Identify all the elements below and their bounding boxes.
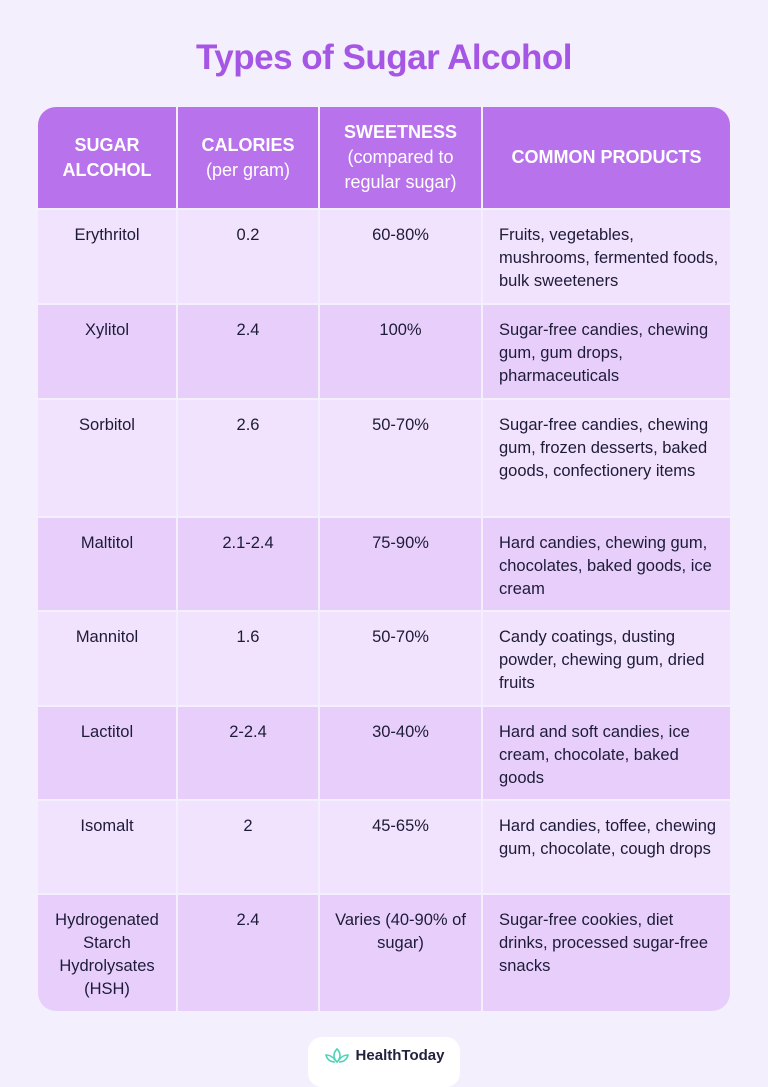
cell-calories: 2-2.4 (178, 707, 320, 799)
table-row: Sorbitol 2.6 50-70% Sugar-free candies, che… (38, 398, 730, 516)
cell-calories: 2.6 (178, 400, 320, 516)
cell-sweetness: 50-70% (320, 400, 483, 516)
cell-calories: 1.6 (178, 612, 320, 705)
cell-calories: 2.4 (178, 305, 320, 398)
cell-sweetness: Varies (40-90% of sugar) (320, 895, 483, 1011)
cell-calories: 2 (178, 801, 320, 893)
cell-calories: 0.2 (178, 210, 320, 303)
brand-name: HealthToday (355, 1047, 445, 1064)
page-title: Types of Sugar Alcohol (196, 38, 572, 77)
header-common-products: COMMON PRODUCTS (483, 107, 730, 208)
header-sweetness: SWEETNESS (compared to regular sugar) (320, 107, 483, 208)
cell-sugar-alcohol: Lactitol (38, 707, 178, 799)
cell-sweetness: 60-80% (320, 210, 483, 303)
cell-sugar-alcohol: Sorbitol (38, 400, 178, 516)
header-calories: CALORIES (per gram) (178, 107, 320, 208)
cell-sugar-alcohol: Isomalt (38, 801, 178, 893)
cell-sugar-alcohol: Hydrogenated Starch Hydrolysates (HSH) (38, 895, 178, 1011)
table-row: Isomalt 2 45-65% Hard candies, toffee, chew… (38, 799, 730, 893)
cell-sweetness: 100% (320, 305, 483, 398)
cell-common-products: Hard candies, toffee, chewing gum, choco… (483, 801, 730, 893)
cell-sweetness: 30-40% (320, 707, 483, 799)
cell-sugar-alcohol: Maltitol (38, 518, 178, 610)
cell-calories: 2.4 (178, 895, 320, 1011)
table-row: Hydrogenated Starch Hydrolysates (HSH) 2.… (38, 893, 730, 1011)
cell-common-products: Fruits, vegetables, mushrooms, fermented… (483, 210, 730, 303)
table-row: Maltitol 2.1-2.4 75-90% Hard candies, chewi… (38, 516, 730, 610)
cell-common-products: Hard candies, chewing gum, chocolates, b… (483, 518, 730, 610)
lotus-icon (324, 1047, 349, 1064)
cell-common-products: Sugar-free candies, chewing gum, gum dro… (483, 305, 730, 398)
table-row: Erythritol 0.2 60-80% Fruits, vegetables, m… (38, 208, 730, 303)
table-row: Xylitol 2.4 100% Sugar-free candies, chewin… (38, 303, 730, 398)
cell-common-products: Candy coatings, dusting powder, chewing … (483, 612, 730, 705)
footer-logo: HealthToday (308, 1037, 460, 1087)
table-row: Lactitol 2-2.4 30-40% Hard and soft candies… (38, 705, 730, 799)
sugar-alcohol-table: SUGAR ALCOHOL CALORIES (per gram) SWEETNE… (38, 107, 730, 1011)
cell-sweetness: 75-90% (320, 518, 483, 610)
cell-sugar-alcohol: Mannitol (38, 612, 178, 705)
cell-common-products: Hard and soft candies, ice cream, chocol… (483, 707, 730, 799)
cell-sweetness: 45-65% (320, 801, 483, 893)
cell-sugar-alcohol: Erythritol (38, 210, 178, 303)
header-sugar-alcohol: SUGAR ALCOHOL (38, 107, 178, 208)
table-row: Mannitol 1.6 50-70% Candy coatings, dusting… (38, 610, 730, 705)
cell-sweetness: 50-70% (320, 612, 483, 705)
cell-calories: 2.1-2.4 (178, 518, 320, 610)
cell-common-products: Sugar-free candies, chewing gum, frozen … (483, 400, 730, 516)
cell-sugar-alcohol: Xylitol (38, 305, 178, 398)
table-header: SUGAR ALCOHOL CALORIES (per gram) SWEETNE… (38, 107, 730, 208)
cell-common-products: Sugar-free cookies, diet drinks, process… (483, 895, 730, 1011)
